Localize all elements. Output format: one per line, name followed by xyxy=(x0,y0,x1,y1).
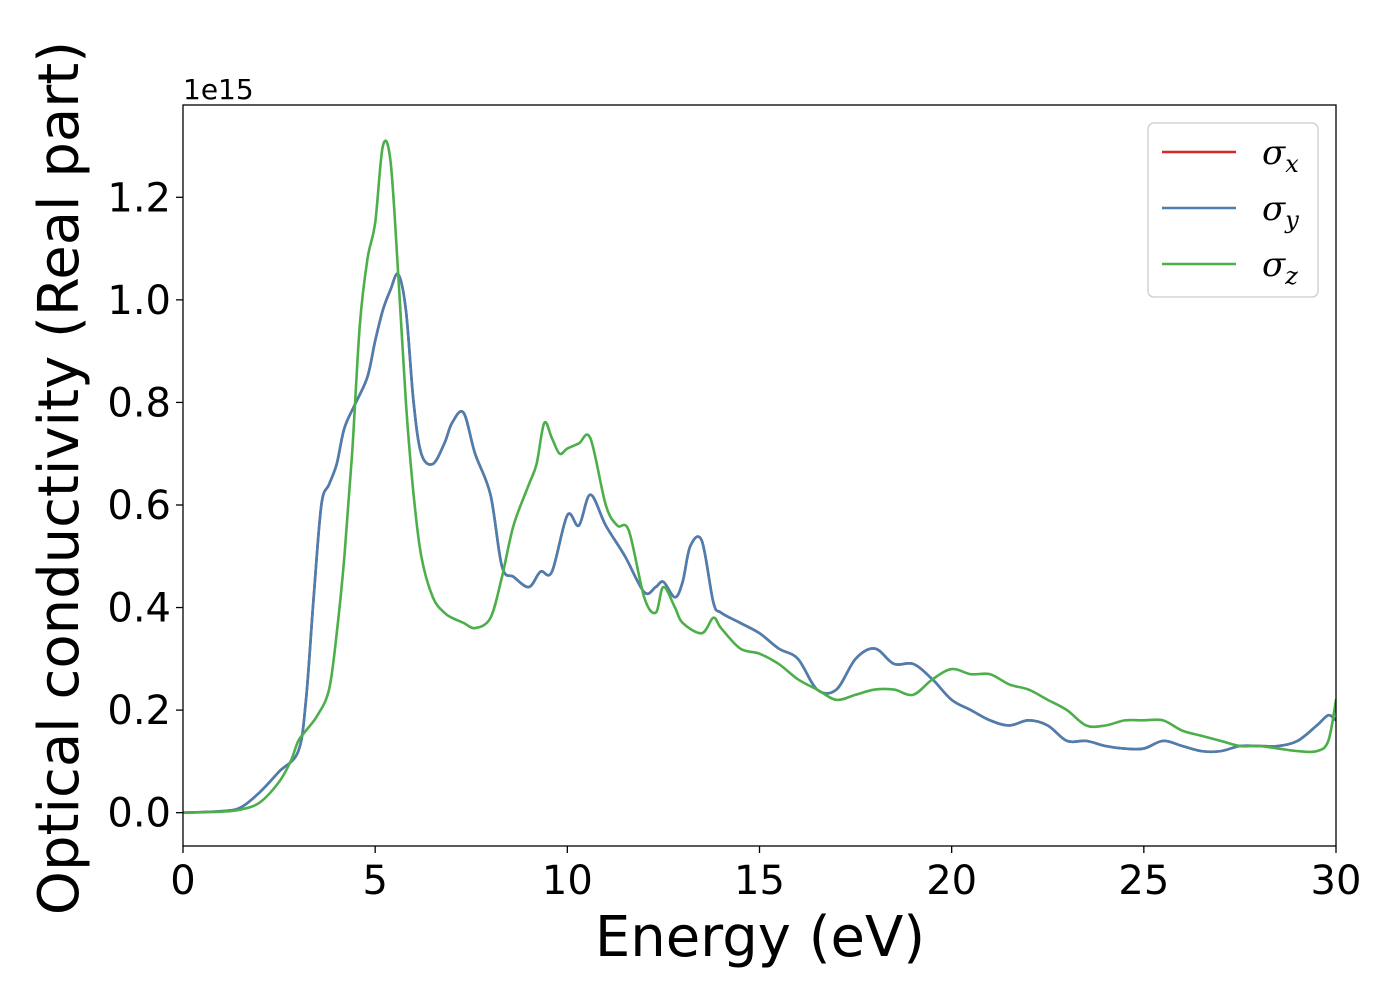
y-tick-label: 0.6 xyxy=(107,483,171,529)
legend-label-subscript: z xyxy=(1284,262,1298,290)
x-axis: 0 5 10 15 20 25 30 xyxy=(170,846,1361,904)
y-tick-label: 1.2 xyxy=(107,175,171,221)
y-tick-label: 0.4 xyxy=(107,586,171,632)
legend-frame xyxy=(1147,122,1319,298)
x-tick-label: 20 xyxy=(926,858,977,904)
legend-label-x: σx xyxy=(1262,133,1299,178)
y-axis: 0.0 0.2 0.4 0.6 0.8 1.0 1.2 xyxy=(107,175,183,837)
series-line-y xyxy=(183,272,1336,814)
x-tick-label: 15 xyxy=(734,858,785,904)
legend-label-subscript: x xyxy=(1285,150,1299,178)
x-tick-label: 5 xyxy=(362,858,387,904)
legend-label-y: σy xyxy=(1262,189,1299,234)
y-tick-label: 1.0 xyxy=(107,278,171,324)
legend-label-base: σ xyxy=(1262,245,1286,285)
series-line-z xyxy=(183,139,1336,814)
x-axis-title: Energy (eV) xyxy=(595,905,925,970)
legend-label-base: σ xyxy=(1262,133,1286,173)
x-tick-label: 10 xyxy=(542,858,593,904)
x-tick-label: 30 xyxy=(1311,858,1362,904)
y-axis-title: Optical conductivity (Real part) xyxy=(27,41,92,915)
legend-label-subscript: y xyxy=(1284,206,1299,234)
x-tick-label: 0 xyxy=(170,858,195,904)
legend-label-base: σ xyxy=(1262,189,1286,229)
legend-label-z: σz xyxy=(1262,245,1298,290)
y-tick-label: 0.8 xyxy=(107,380,171,426)
series-layer xyxy=(183,139,1336,814)
y-tick-label: 0.2 xyxy=(107,688,171,734)
y-offset-text: 1e15 xyxy=(183,73,254,106)
x-tick-label: 25 xyxy=(1118,858,1169,904)
y-tick-label: 0.0 xyxy=(107,791,171,837)
